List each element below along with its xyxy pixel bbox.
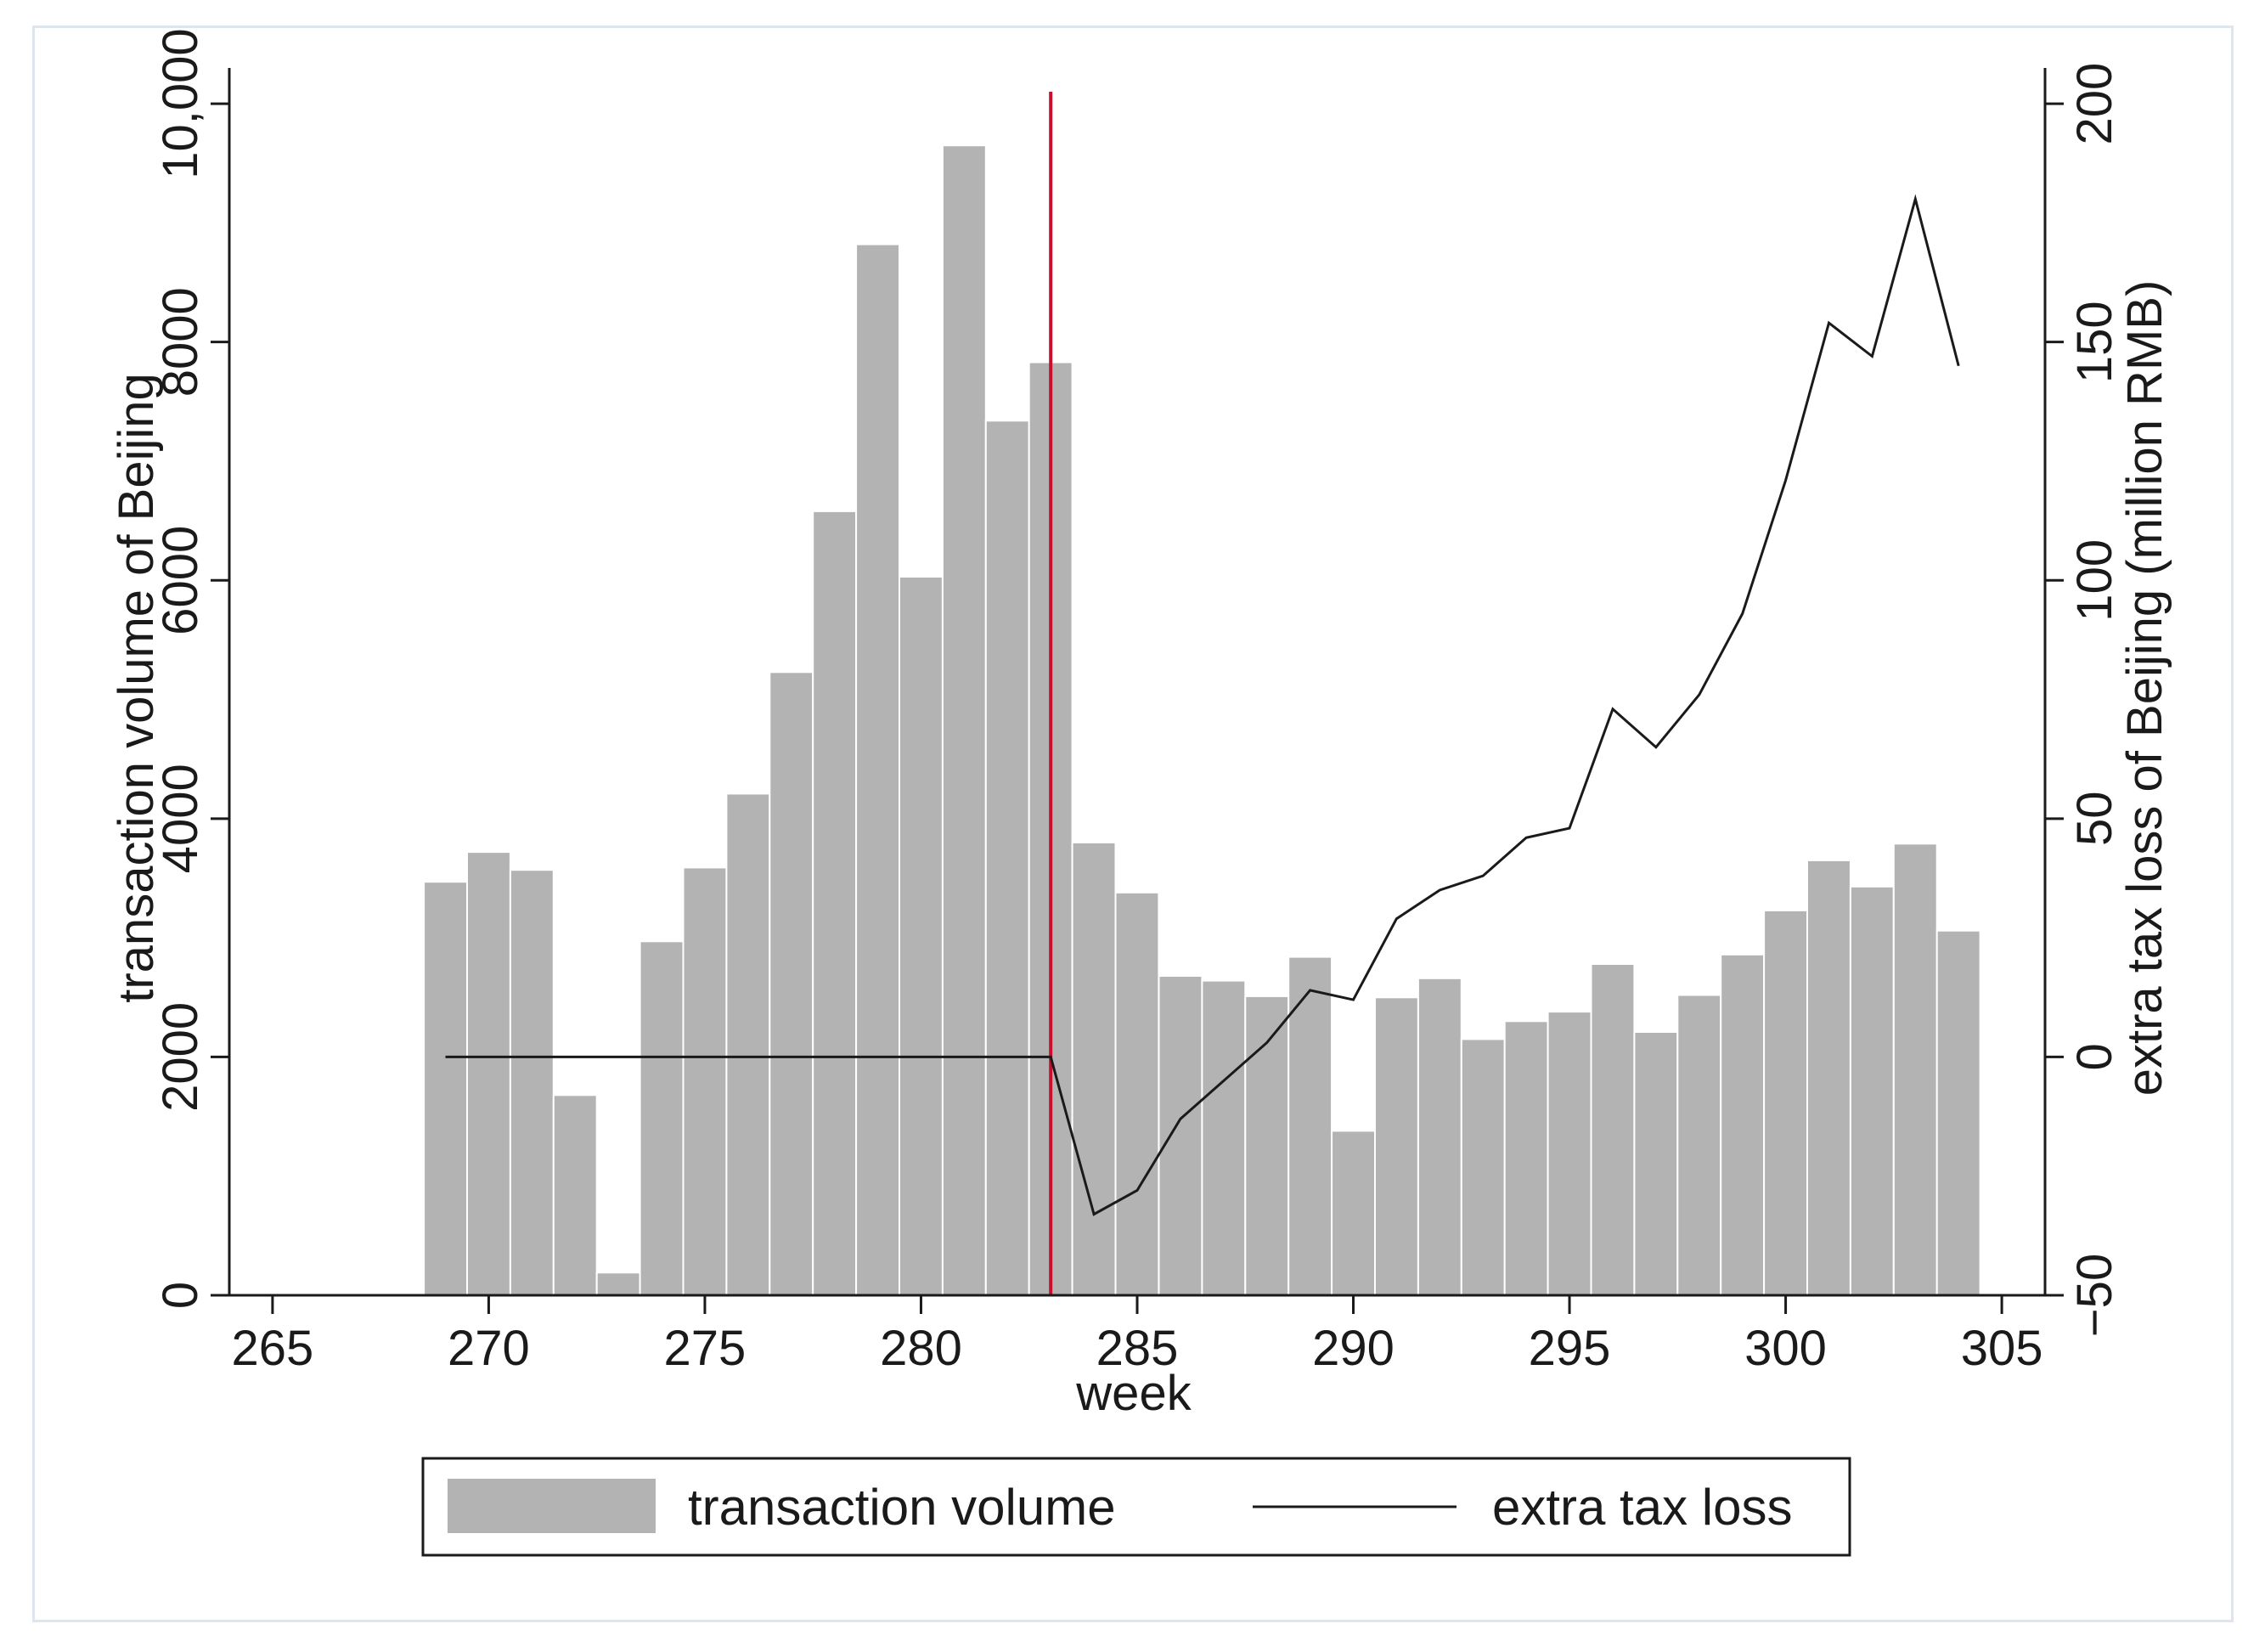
axes-layer: 265 270 275 280 285 290 295 300 3050200040006000… xyxy=(153,28,2122,1376)
x-tick-label-295: 295 xyxy=(1529,1321,1611,1376)
y2-axis-title: extra tax loss of Beijing (million RMB) xyxy=(2117,280,2172,1097)
bar-week-280 xyxy=(899,576,944,1296)
bar-week-300 xyxy=(1763,909,1809,1297)
bar-week-285 xyxy=(1114,891,1160,1297)
x-tick-label-275: 275 xyxy=(664,1321,747,1376)
bar-week-282 xyxy=(984,420,1030,1296)
y-tick-label-2000: 2000 xyxy=(153,1002,208,1112)
bar-week-278 xyxy=(812,510,858,1296)
y-tick-label-8000: 8000 xyxy=(153,287,208,397)
bar-week-302 xyxy=(1849,885,1895,1297)
legend: transaction volume extra tax loss xyxy=(421,1457,1851,1557)
y2-tick-label-200: 200 xyxy=(2067,63,2122,145)
x-tick-label-305: 305 xyxy=(1961,1321,2043,1376)
legend-label-transaction-volume: transaction volume xyxy=(688,1479,1116,1536)
y2-tick-label-50: 50 xyxy=(2067,792,2122,847)
bar-week-274 xyxy=(639,940,685,1297)
x-tick-label-280: 280 xyxy=(880,1321,962,1376)
bar-week-303 xyxy=(1892,843,1938,1296)
bar-week-271 xyxy=(509,869,555,1296)
bar-week-275 xyxy=(682,866,728,1297)
bar-week-301 xyxy=(1806,859,1851,1296)
bar-week-281 xyxy=(941,144,987,1297)
y-tick-label-0: 0 xyxy=(153,1282,208,1309)
bar-week-298 xyxy=(1676,994,1722,1296)
bar-week-269 xyxy=(423,881,469,1296)
line-series-layer xyxy=(445,194,1960,1216)
legend-box xyxy=(421,1457,1851,1557)
y-tick-label-10000: 10,000 xyxy=(153,28,208,178)
x-axis-title: week xyxy=(1075,1366,1192,1421)
chart-frame xyxy=(32,25,2234,1622)
x-tick-label-270: 270 xyxy=(448,1321,530,1376)
bar-week-273 xyxy=(595,1271,641,1297)
bar-week-292 xyxy=(1417,977,1462,1297)
y2-tick-label-100: 100 xyxy=(2067,539,2122,622)
x-tick-label-285: 285 xyxy=(1096,1321,1179,1376)
x-tick-label-265: 265 xyxy=(232,1321,314,1376)
bar-week-294 xyxy=(1503,1020,1549,1297)
y2-tick-label--50: −50 xyxy=(2067,1254,2122,1337)
y-axis-title: transaction volume of Beijing xyxy=(109,373,164,1003)
line-extra-tax-loss xyxy=(445,194,1960,1216)
bar-week-290 xyxy=(1331,1130,1376,1297)
bar-week-289 xyxy=(1287,956,1333,1296)
bars-layer xyxy=(423,144,1981,1297)
bar-week-284 xyxy=(1071,841,1117,1296)
bar-week-286 xyxy=(1158,975,1203,1296)
bar-week-279 xyxy=(855,243,900,1297)
bar-week-297 xyxy=(1633,1031,1679,1296)
bar-week-295 xyxy=(1547,1011,1592,1296)
bar-week-287 xyxy=(1201,979,1247,1296)
y-tick-label-4000: 4000 xyxy=(153,764,208,873)
bar-week-299 xyxy=(1720,953,1766,1297)
bar-week-293 xyxy=(1460,1038,1506,1297)
y2-tick-label-150: 150 xyxy=(2067,301,2122,383)
x-tick-label-290: 290 xyxy=(1312,1321,1394,1376)
bar-week-270 xyxy=(466,851,511,1296)
bar-week-291 xyxy=(1374,996,1419,1297)
bar-week-296 xyxy=(1590,963,1636,1296)
bar-week-277 xyxy=(769,671,814,1296)
bar-week-304 xyxy=(1935,929,1981,1296)
bar-week-272 xyxy=(552,1094,598,1297)
y-tick-label-6000: 6000 xyxy=(153,526,208,635)
legend-label-extra-tax-loss: extra tax loss xyxy=(1492,1479,1792,1536)
legend-swatch-transaction-volume xyxy=(448,1479,656,1533)
bar-week-276 xyxy=(725,792,771,1296)
x-tick-label-300: 300 xyxy=(1744,1321,1827,1376)
y2-tick-label-0: 0 xyxy=(2067,1043,2122,1070)
